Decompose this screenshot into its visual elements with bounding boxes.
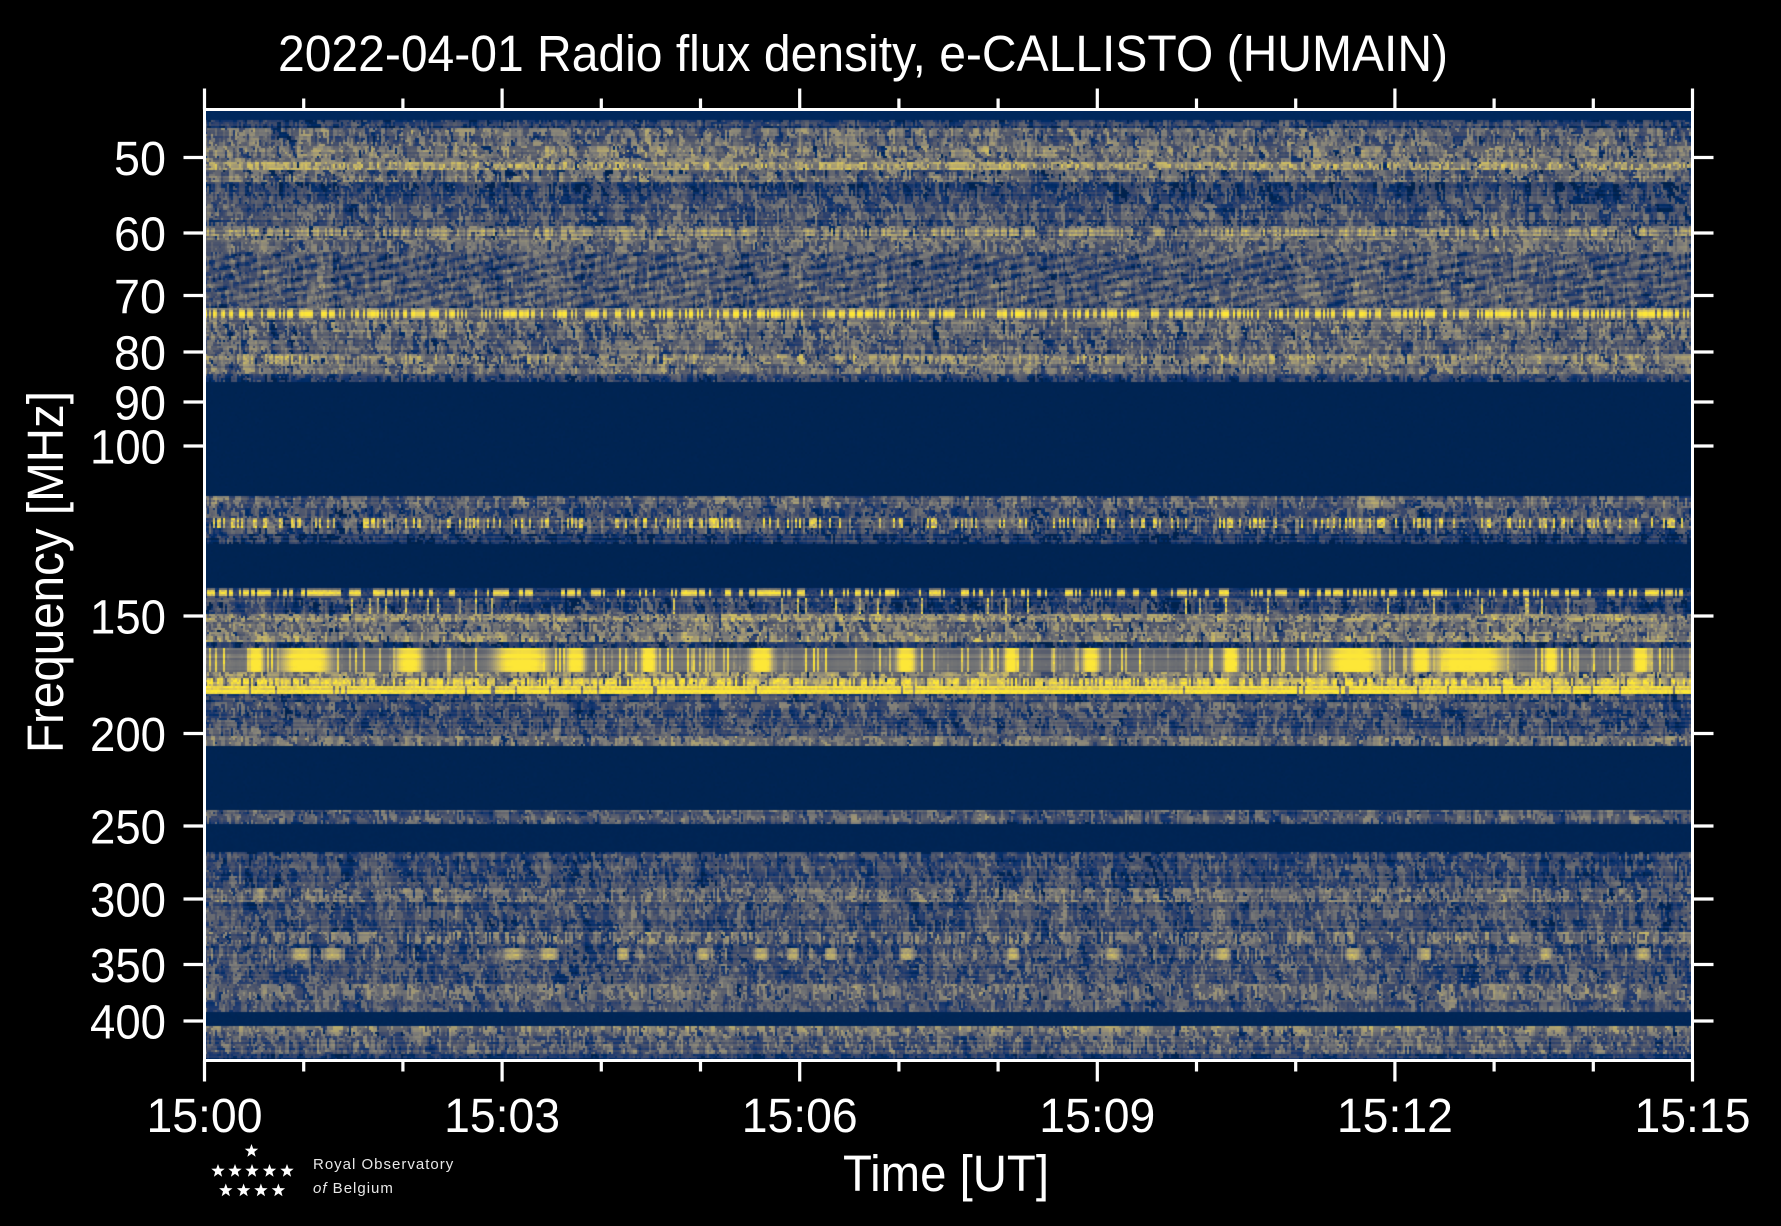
svg-text:of Belgium: of Belgium xyxy=(313,1180,394,1197)
svg-text:150: 150 xyxy=(90,592,166,645)
svg-text:Royal Observatory: Royal Observatory xyxy=(313,1156,454,1173)
svg-text:70: 70 xyxy=(114,271,166,324)
svg-text:2022-04-01 Radio flux density,: 2022-04-01 Radio flux density, e-CALLIST… xyxy=(278,25,1448,82)
svg-text:15:12: 15:12 xyxy=(1337,1090,1453,1143)
svg-text:Frequency [MHz]: Frequency [MHz] xyxy=(17,391,74,753)
svg-text:300: 300 xyxy=(90,875,166,928)
svg-text:15:06: 15:06 xyxy=(742,1090,858,1143)
svg-text:15:15: 15:15 xyxy=(1635,1090,1751,1143)
svg-text:90: 90 xyxy=(114,378,166,431)
svg-text:250: 250 xyxy=(90,802,166,855)
svg-text:200: 200 xyxy=(90,709,166,762)
svg-text:350: 350 xyxy=(90,940,166,993)
svg-text:50: 50 xyxy=(114,133,166,186)
svg-text:15:00: 15:00 xyxy=(147,1090,263,1143)
svg-text:60: 60 xyxy=(114,209,166,262)
svg-text:15:03: 15:03 xyxy=(444,1090,560,1143)
svg-text:100: 100 xyxy=(90,422,166,475)
svg-text:Time [UT]: Time [UT] xyxy=(843,1145,1049,1202)
svg-text:400: 400 xyxy=(90,997,166,1050)
svg-text:80: 80 xyxy=(114,328,166,381)
svg-text:15:09: 15:09 xyxy=(1039,1090,1155,1143)
